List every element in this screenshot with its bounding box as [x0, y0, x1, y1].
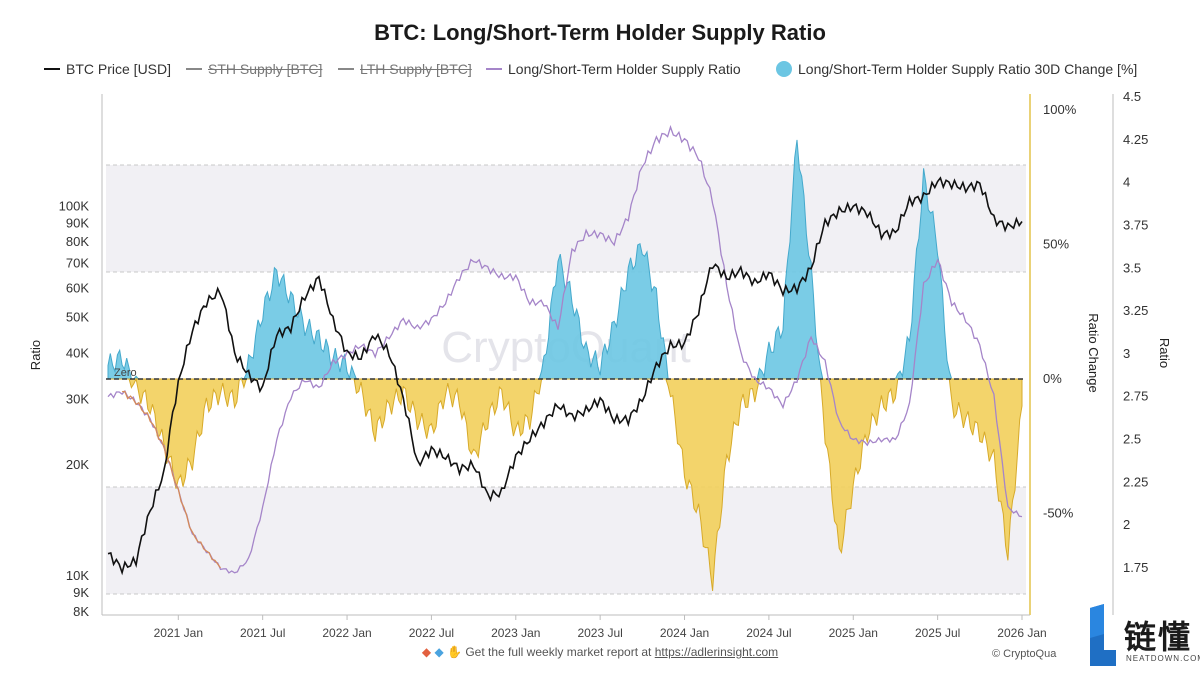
- footer-icons: ◆: [421, 645, 432, 659]
- right-tick-label: 2.5: [1123, 432, 1141, 447]
- legend-item-btc-price[interactable]: BTC Price [USD]: [44, 58, 171, 80]
- diamond-icon: ◆: [434, 645, 444, 659]
- left-tick-label: 40K: [66, 346, 89, 361]
- dot-swatch-icon: [776, 61, 792, 77]
- x-tick-label: 2021 Jan: [154, 626, 203, 640]
- x-tick-label: 2022 Jul: [409, 626, 454, 640]
- supply-ratio-path: [107, 124, 1023, 574]
- mid-tick-label: 0%: [1043, 371, 1062, 386]
- mid-tick-label: -50%: [1043, 506, 1074, 521]
- supply-ratio-line: [107, 124, 1023, 574]
- logo-subtext: NEATDOWN.COM: [1126, 654, 1200, 663]
- axes: 8K 9K 10K 20K 30K 40K 50K 60K 70K 80K 90K 100K Ratio…: [28, 89, 1172, 640]
- x-tick-label: 2025 Jan: [829, 626, 878, 640]
- btc-price-path: [107, 176, 1023, 576]
- x-tick-label: 2022 Jan: [322, 626, 371, 640]
- x-tick-label: 2026 Jan: [997, 626, 1046, 640]
- left-tick-label: 100K: [59, 198, 90, 213]
- left-tick-label: 30K: [66, 392, 89, 407]
- x-tick-label: 2024 Jul: [746, 626, 791, 640]
- mid-tick-label: 100%: [1043, 102, 1077, 117]
- zero-label: Zero: [114, 367, 137, 379]
- left-tick-label: 80K: [66, 234, 89, 249]
- line-swatch-icon: [338, 68, 354, 70]
- legend-item-supply-ratio[interactable]: Long/Short-Term Holder Supply Ratio: [486, 58, 741, 80]
- line-swatch-icon: [486, 68, 502, 70]
- right-tick-label: 2: [1123, 517, 1130, 532]
- right-axis-label: Ratio: [1157, 338, 1172, 368]
- right-tick-label: 4: [1123, 175, 1130, 190]
- left-tick-label: 10K: [66, 568, 89, 583]
- left-axis-label: Ratio: [28, 340, 43, 370]
- copyright: © CryptoQua: [992, 648, 1057, 660]
- right-tick-label: 2.25: [1123, 474, 1148, 489]
- legend-item-ratio-change[interactable]: Long/Short-Term Holder Supply Ratio 30D …: [776, 58, 1137, 80]
- left-tick-label: 20K: [66, 457, 89, 472]
- x-tick-label: 2025 Jul: [915, 626, 960, 640]
- grid-band-upper: [106, 165, 1026, 272]
- legend-item-lth-supply[interactable]: LTH Supply [BTC]: [338, 58, 472, 80]
- right-tick-label: 4.25: [1123, 132, 1148, 147]
- right-tick-label: 4.5: [1123, 89, 1141, 104]
- logo-text: 链懂: [1124, 618, 1193, 656]
- right-tick-label: 3: [1123, 346, 1130, 361]
- ratio-change-area: Zero: [106, 139, 1026, 591]
- footer-link[interactable]: https://adlerinsight.com: [654, 645, 779, 659]
- mid-tick-label: 50%: [1043, 237, 1069, 252]
- left-tick-label: 9K: [73, 585, 89, 600]
- chart-title: BTC: Long/Short-Term Holder Supply Ratio: [374, 20, 826, 45]
- logo-l-icon: [1090, 604, 1116, 666]
- left-tick-label: 50K: [66, 310, 89, 325]
- right-tick-label: 3.25: [1123, 303, 1148, 318]
- hands-icon: ✋: [447, 645, 462, 659]
- x-tick-label: 2024 Jan: [660, 626, 709, 640]
- footer: ◆ ◆ ✋ Get the full weekly market report …: [0, 645, 1200, 659]
- line-swatch-icon: [186, 68, 202, 70]
- right-tick-label: 3.5: [1123, 260, 1141, 275]
- grid-band-lower: [106, 487, 1026, 594]
- left-tick-label: 90K: [66, 215, 89, 230]
- line-swatch-icon: [44, 68, 60, 70]
- right-tick-label: 3.75: [1123, 217, 1148, 232]
- mid-axis-label: Ratio Change: [1086, 313, 1101, 393]
- left-tick-label: 70K: [66, 256, 89, 271]
- grid-bands: [106, 164, 1026, 595]
- x-tick-label: 2021 Jul: [240, 626, 285, 640]
- supply-ratio-low-segment: [122, 390, 222, 569]
- left-tick-label: 8K: [73, 604, 89, 619]
- right-tick-label: 1.75: [1123, 560, 1148, 575]
- legend-item-sth-supply[interactable]: STH Supply [BTC]: [186, 58, 322, 80]
- site-logo[interactable]: 链懂 NEATDOWN.COM: [1088, 604, 1200, 670]
- legend: BTC Price [USD] STH Supply [BTC] LTH Sup…: [0, 58, 1200, 80]
- x-tick-label: 2023 Jul: [577, 626, 622, 640]
- btc-price-line: [107, 176, 1023, 576]
- left-tick-label: 60K: [66, 280, 89, 295]
- x-tick-label: 2023 Jan: [491, 626, 540, 640]
- footer-text: Get the full weekly market report at: [465, 645, 652, 659]
- right-tick-label: 2.75: [1123, 389, 1148, 404]
